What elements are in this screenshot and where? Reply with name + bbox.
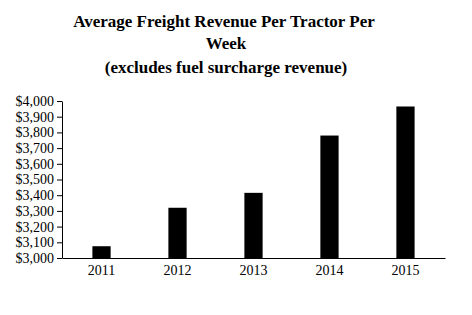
x-tick: 2014 (315, 258, 343, 278)
x-tick: 2011 (88, 258, 115, 278)
y-tick: $4,000 (16, 94, 63, 109)
y-tick-mark (57, 242, 62, 243)
y-tick-mark (57, 148, 62, 149)
y-tick-mark (57, 180, 62, 181)
title: Average Freight Revenue Per Tractor Per … (73, 12, 379, 53)
x-axis-line (63, 258, 446, 259)
y-tick-label: $3,700 (16, 141, 55, 156)
bar (244, 193, 262, 258)
chart: Average Freight Revenue Per Tractor Per … (0, 0, 472, 315)
y-tick-label: $3,400 (16, 188, 55, 203)
bars (92, 106, 414, 258)
y-tick-label: $3,100 (16, 235, 55, 250)
y-tick-mark (57, 117, 62, 118)
bar (320, 136, 338, 258)
y-axis: $3,000$3,100$3,200$3,300$3,400$3,500$3,6… (16, 94, 63, 266)
y-axis-line (62, 102, 63, 259)
bar (396, 106, 414, 258)
y-tick-label: $3,000 (16, 251, 55, 266)
y-tick-mark (57, 132, 62, 133)
subtitle: (excludes fuel surcharge revenue) (105, 58, 348, 77)
y-tick-mark (57, 195, 62, 196)
y-tick: $3,300 (16, 204, 63, 219)
y-tick-mark (57, 258, 62, 259)
x-tick-label: 2014 (315, 263, 343, 278)
y-tick-label: $4,000 (16, 94, 55, 109)
y-tick: $3,800 (16, 125, 63, 140)
y-tick-label: $3,600 (16, 157, 55, 172)
y-tick-label: $3,300 (16, 204, 55, 219)
x-axis: 2011 2012 2013 2014 2015 (63, 258, 446, 278)
y-tick: $3,100 (16, 235, 63, 250)
y-tick-mark (57, 227, 62, 228)
y-tick-mark (57, 164, 62, 165)
y-tick: $3,200 (16, 220, 63, 235)
y-tick: $3,400 (16, 188, 63, 203)
x-tick-label: 2015 (391, 263, 419, 278)
x-tick-label: 2011 (88, 263, 115, 278)
y-tick: $3,900 (16, 110, 63, 125)
bar (92, 246, 110, 258)
x-tick: 2015 (391, 258, 419, 278)
y-tick-mark (57, 211, 62, 212)
y-tick-label: $3,500 (16, 172, 55, 187)
x-tick: 2013 (240, 258, 268, 278)
title-line: Average Freight Revenue Per Tractor Per (73, 12, 379, 31)
y-tick: $3,000 (16, 251, 63, 266)
plot: $3,000$3,100$3,200$3,300$3,400$3,500$3,6… (16, 94, 446, 278)
x-tick-label: 2013 (240, 263, 268, 278)
bar (168, 208, 186, 258)
y-tick-label: $3,200 (16, 220, 55, 235)
y-tick-label: $3,800 (16, 125, 55, 140)
x-tick: 2012 (164, 258, 192, 278)
y-tick: $3,700 (16, 141, 63, 156)
title-line: Week (206, 34, 247, 53)
y-tick: $3,500 (16, 172, 63, 187)
y-tick: $3,600 (16, 157, 63, 172)
y-tick-mark (57, 101, 62, 102)
y-tick-label: $3,900 (16, 110, 55, 125)
x-tick-label: 2012 (164, 263, 192, 278)
